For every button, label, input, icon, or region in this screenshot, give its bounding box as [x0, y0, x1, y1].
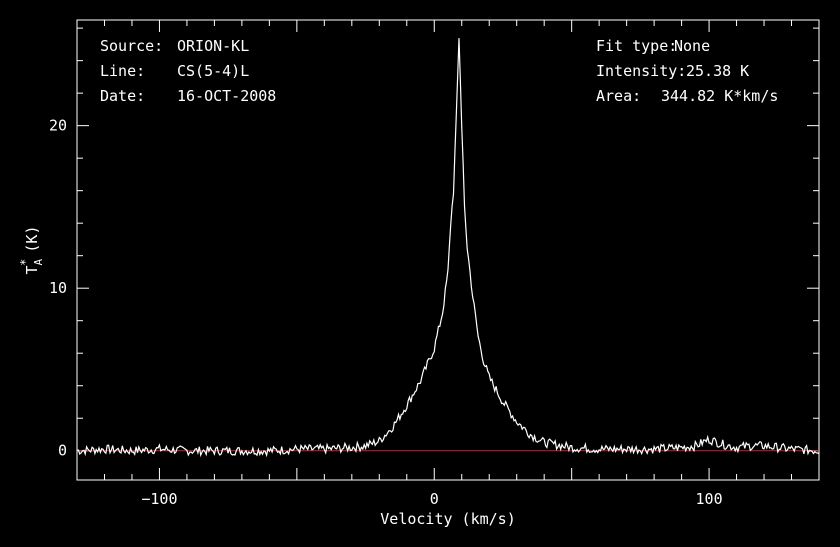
line-label: Line:	[100, 62, 145, 80]
area-label: Area:	[596, 87, 641, 105]
y-axis-label-sub: A	[32, 258, 45, 265]
fit-type-value: None	[674, 37, 710, 55]
y-tick-label: 10	[49, 279, 67, 297]
x-tick-label: 0	[430, 490, 439, 508]
date-label: Date:	[100, 87, 145, 105]
axis-tick-labels: −100 0 100 0 10 20	[49, 117, 723, 508]
date-value: 16-OCT-2008	[177, 87, 276, 105]
x-axis-label: Velocity (km/s)	[380, 510, 515, 528]
axis-ticks	[76, 20, 820, 480]
intensity-label: Intensity:	[596, 62, 686, 80]
y-axis-label-sup: *	[18, 259, 32, 266]
line-value: CS(5-4)L	[177, 62, 249, 80]
y-axis-label-unit: (K)	[23, 226, 41, 253]
svg-text:TA*(K): TA* (K)	[18, 226, 45, 275]
y-tick-label: 0	[58, 442, 67, 460]
x-tick-label: 100	[696, 490, 723, 508]
fit-type-label: Fit type:	[596, 37, 677, 55]
plot-frame	[76, 19, 820, 481]
source-label: Source:	[100, 37, 163, 55]
intensity-value: 25.38 K	[686, 62, 749, 80]
source-value: ORION-KL	[177, 37, 249, 55]
y-axis-label: TA* (K)	[18, 226, 45, 275]
header-info: Source: ORION-KL Line: CS(5-4)L Date: 16…	[100, 37, 778, 105]
series-line-spectrum	[76, 38, 820, 458]
y-tick-label: 20	[49, 117, 67, 135]
y-axis-label-main: T	[23, 265, 41, 274]
area-value: 344.82 K*km/s	[661, 87, 778, 105]
x-tick-label: −100	[141, 490, 177, 508]
